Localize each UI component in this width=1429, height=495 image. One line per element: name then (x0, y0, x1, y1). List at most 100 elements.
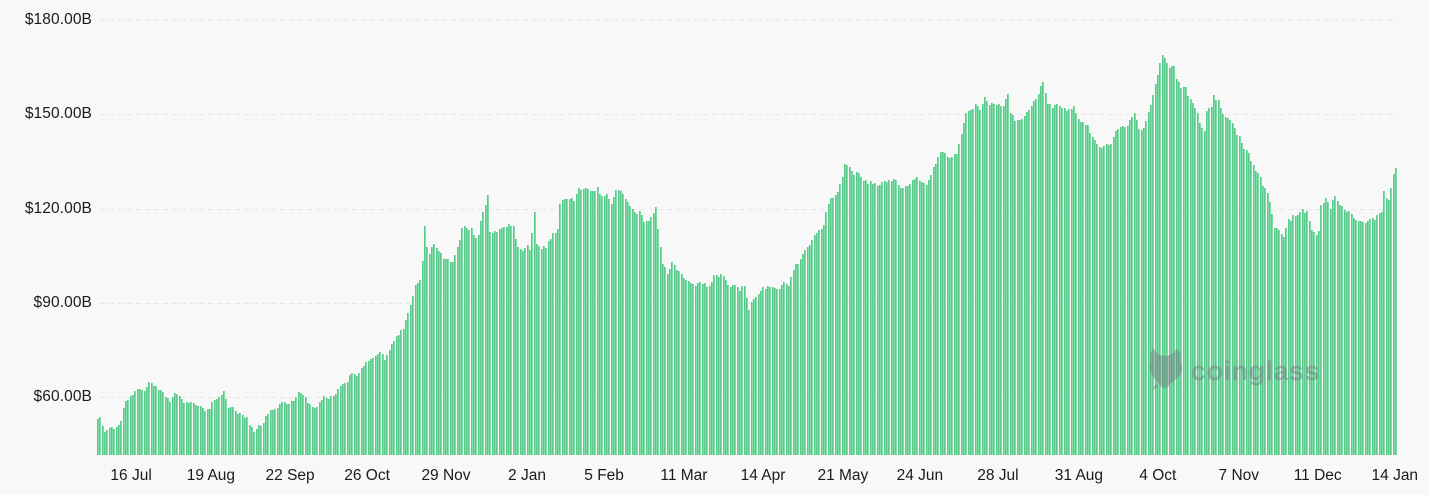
chart-bar[interactable] (1373, 219, 1376, 455)
chart-bar[interactable] (974, 103, 977, 455)
chart-bar[interactable] (823, 225, 826, 455)
chart-bar[interactable] (398, 335, 401, 455)
chart-bar[interactable] (720, 273, 723, 455)
chart-bar[interactable] (323, 395, 326, 455)
chart-bar[interactable] (239, 413, 242, 455)
chart-bar[interactable] (190, 401, 193, 455)
chart-bar[interactable] (363, 365, 366, 455)
chart-bar[interactable] (1091, 137, 1094, 455)
chart-bar[interactable] (346, 382, 349, 455)
chart-bar[interactable] (1222, 113, 1225, 455)
chart-bar[interactable] (1219, 107, 1222, 455)
chart-bar[interactable] (916, 177, 919, 455)
chart-bar[interactable] (624, 198, 627, 455)
chart-bar[interactable] (150, 383, 153, 455)
chart-bar[interactable] (1142, 128, 1145, 455)
chart-bar[interactable] (605, 194, 608, 455)
chart-bar[interactable] (288, 403, 291, 455)
chart-bar[interactable] (685, 279, 688, 455)
chart-bar[interactable] (762, 287, 765, 455)
chart-bar[interactable] (225, 398, 228, 455)
chart-bar[interactable] (265, 415, 268, 455)
chart-bar[interactable] (426, 247, 429, 455)
chart-bar[interactable] (1210, 106, 1213, 455)
chart-bar[interactable] (1364, 222, 1367, 455)
chart-bar[interactable] (538, 245, 541, 455)
chart-bar[interactable] (470, 228, 473, 455)
chart-bar[interactable] (349, 374, 352, 455)
chart-bar[interactable] (552, 233, 555, 455)
chart-bar[interactable] (879, 184, 882, 455)
chart-bar[interactable] (995, 105, 998, 455)
chart-bar[interactable] (739, 291, 741, 455)
chart-bar[interactable] (1327, 201, 1330, 455)
chart-bar[interactable] (671, 261, 674, 455)
chart-bar[interactable] (1054, 104, 1057, 455)
chart-bar[interactable] (1369, 218, 1372, 455)
chart-bar[interactable] (230, 407, 233, 455)
chart-bar[interactable] (1238, 136, 1241, 455)
chart-bar[interactable] (1203, 130, 1206, 455)
chart-bar[interactable] (804, 250, 807, 455)
chart-bar[interactable] (314, 408, 317, 455)
chart-bar[interactable] (645, 220, 648, 455)
chart-bar[interactable] (890, 181, 893, 455)
chart-bar[interactable] (610, 203, 613, 455)
chart-bar[interactable] (377, 353, 380, 455)
chart-bar[interactable] (472, 235, 475, 455)
chart-bar[interactable] (547, 241, 550, 455)
chart-bar[interactable] (862, 180, 865, 455)
chart-bar[interactable] (309, 404, 312, 455)
chart-bar[interactable] (1271, 213, 1274, 455)
chart-bar[interactable] (1345, 211, 1348, 455)
chart-bar[interactable] (841, 176, 844, 455)
chart-bar[interactable] (1023, 115, 1026, 455)
chart-bar[interactable] (1310, 230, 1313, 455)
chart-bar[interactable] (1275, 228, 1278, 455)
chart-bar[interactable] (902, 188, 905, 455)
chart-bar[interactable] (423, 225, 426, 455)
chart-bar[interactable] (612, 196, 615, 455)
chart-bar[interactable] (622, 193, 625, 455)
chart-bar[interactable] (1089, 132, 1092, 455)
chart-bar[interactable] (428, 254, 431, 455)
chart-bar[interactable] (157, 389, 160, 455)
chart-bar[interactable] (412, 296, 415, 455)
chart-bar[interactable] (248, 425, 251, 455)
chart-bar[interactable] (825, 211, 828, 455)
chart-bar[interactable] (1149, 104, 1152, 455)
chart-bar[interactable] (832, 198, 835, 455)
chart-bar[interactable] (881, 182, 884, 455)
chart-bar[interactable] (370, 358, 373, 455)
chart-bar[interactable] (293, 400, 296, 455)
chart-bar[interactable] (512, 226, 515, 455)
chart-bar[interactable] (162, 391, 165, 455)
chart-bar[interactable] (1140, 129, 1143, 455)
chart-bar[interactable] (1100, 147, 1103, 455)
chart-bar[interactable] (577, 187, 580, 455)
chart-bar[interactable] (393, 340, 396, 455)
chart-bar[interactable] (785, 284, 788, 455)
chart-bar[interactable] (97, 419, 99, 455)
chart-bar[interactable] (965, 113, 968, 455)
chart-bar[interactable] (503, 226, 506, 455)
chart-bar[interactable] (1133, 112, 1136, 455)
chart-bar[interactable] (1201, 128, 1204, 455)
chart-bar[interactable] (556, 229, 559, 455)
chart-bar[interactable] (1338, 205, 1341, 455)
chart-bar[interactable] (753, 298, 755, 455)
chart-bar[interactable] (1395, 167, 1397, 455)
chart-bar[interactable] (283, 401, 286, 455)
chart-bar[interactable] (1077, 119, 1080, 455)
chart-bar[interactable] (1161, 55, 1164, 455)
chart-bar[interactable] (741, 286, 744, 455)
chart-bar[interactable] (435, 248, 438, 455)
chart-bar[interactable] (477, 234, 480, 455)
chart-bar[interactable] (554, 232, 557, 455)
chart-bar[interactable] (1205, 110, 1208, 455)
chart-bar[interactable] (853, 175, 856, 455)
chart-bar[interactable] (563, 199, 566, 455)
chart-bar[interactable] (232, 407, 235, 455)
chart-bar[interactable] (1250, 161, 1253, 455)
chart-bar[interactable] (1390, 187, 1393, 455)
